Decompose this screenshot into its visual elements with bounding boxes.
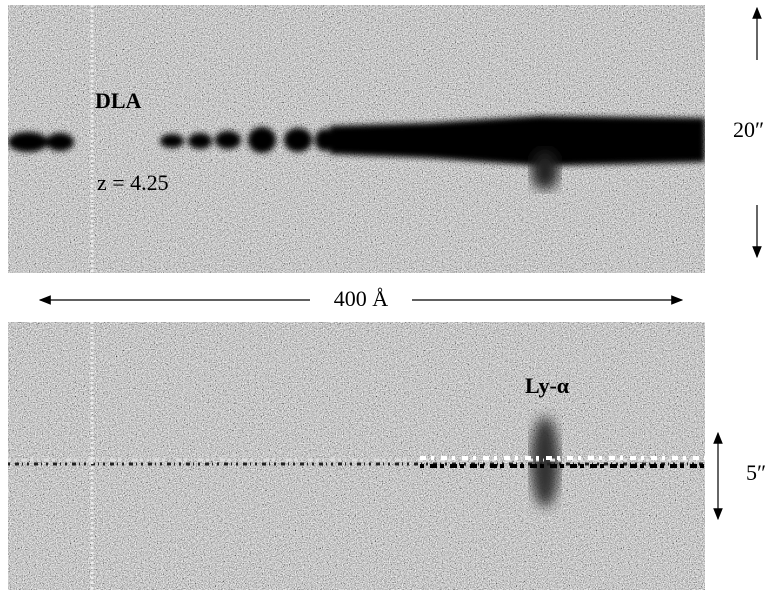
redshift-label: z = 4.25 (97, 170, 169, 195)
lya-label: Ly-α (525, 373, 570, 398)
dla-label: DLA (95, 88, 142, 113)
scale-label: 5″ (746, 460, 766, 485)
bottom-spectrum (8, 322, 705, 590)
span-label: 400 Å (334, 286, 389, 311)
top-spectrum (8, 5, 705, 273)
scale-label: 20″ (733, 117, 764, 142)
